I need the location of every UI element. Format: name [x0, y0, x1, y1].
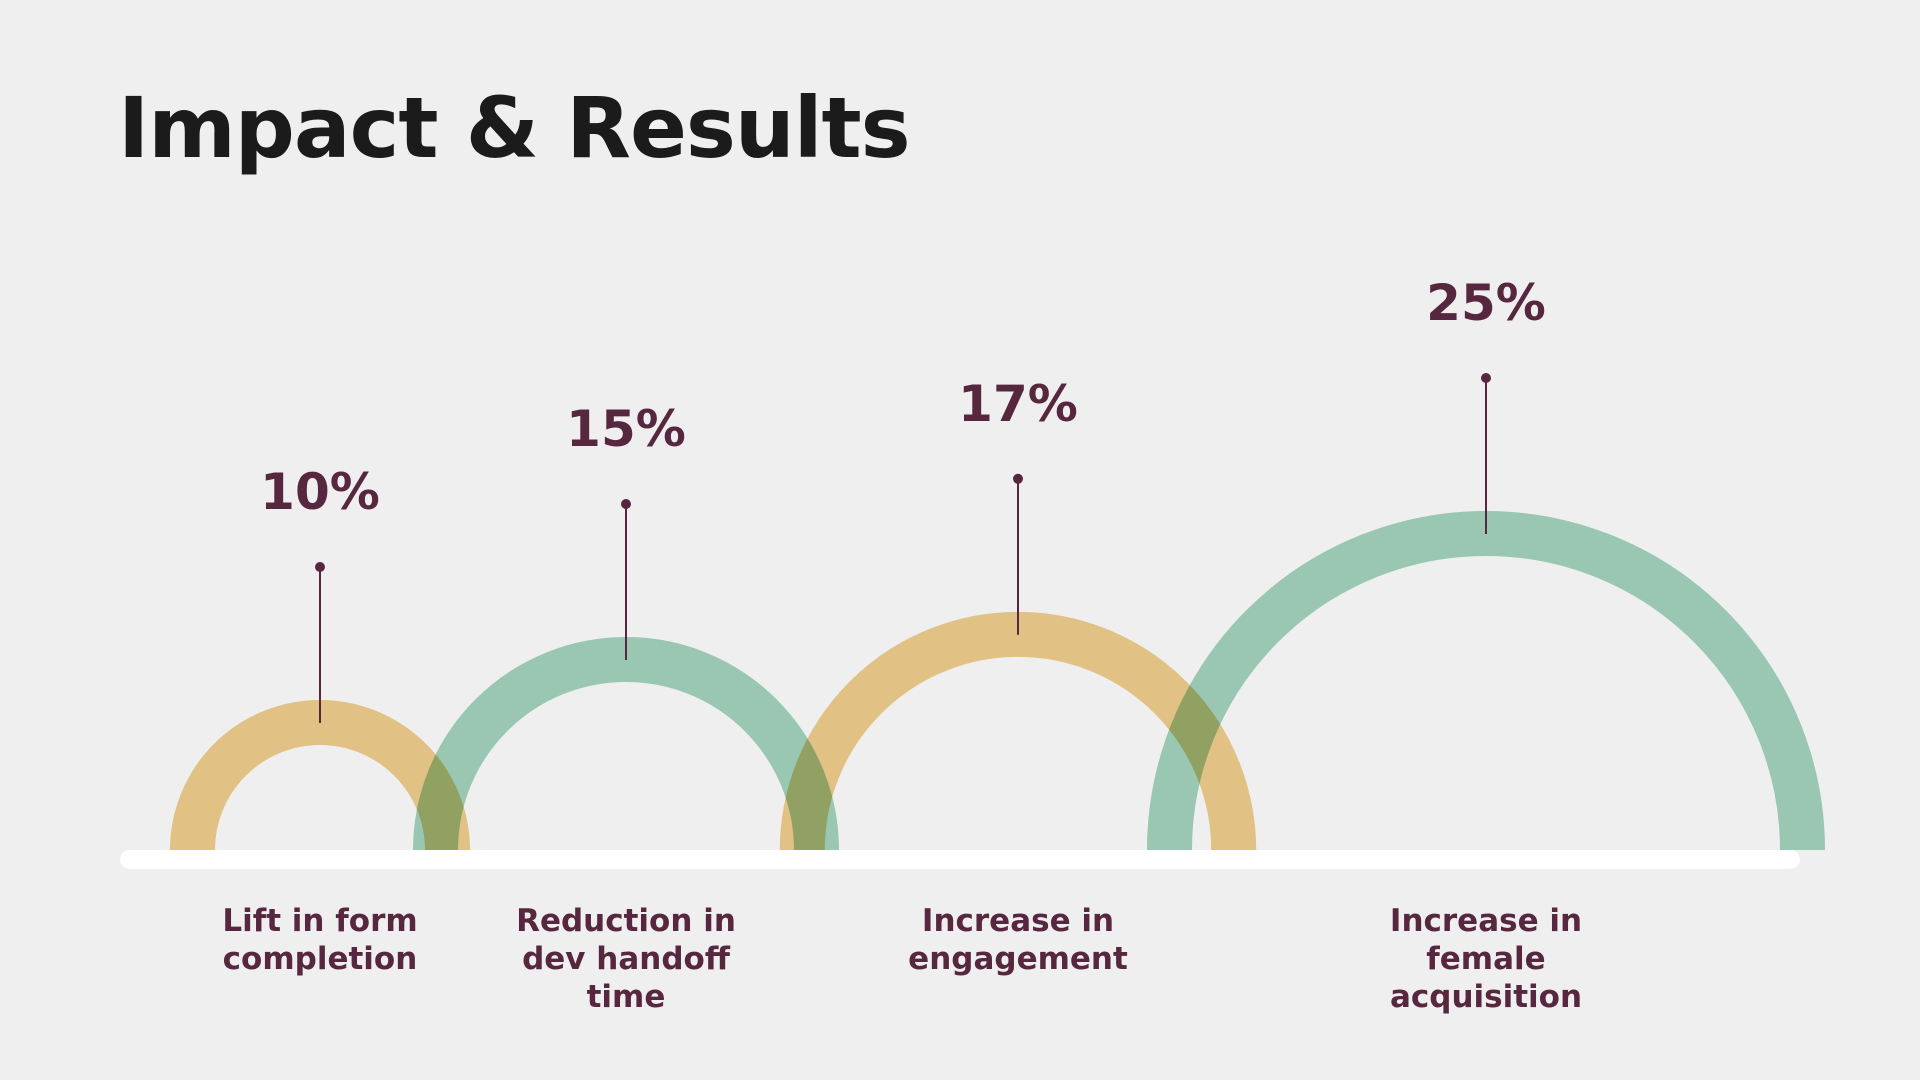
marker-dot-dev-handoff	[621, 499, 631, 509]
baseline-bar	[120, 850, 1800, 869]
markers-layer: 10% 15% 17% 25%	[260, 274, 1546, 723]
page-title: Impact & Results	[118, 79, 911, 177]
category-label-form-completion: Lift in form completion	[222, 903, 418, 977]
arc-dev-handoff	[413, 637, 839, 851]
value-label-dev-handoff: 15%	[566, 400, 686, 458]
value-label-female-acquisition: 25%	[1426, 274, 1546, 332]
value-label-form-completion: 10%	[260, 463, 380, 521]
arc-female-acquisition	[1147, 511, 1825, 851]
category-label-female-acquisition: Increase in female acquisition	[1389, 903, 1583, 1015]
category-label-engagement: Increase in engagement	[908, 903, 1128, 977]
marker-dot-engagement	[1013, 473, 1023, 484]
category-label-dev-handoff: Reduction in dev handoff time	[516, 903, 736, 1015]
marker-dot-female-acquisition	[1481, 373, 1491, 383]
marker-dot-form-completion	[315, 562, 325, 572]
arc-form-completion	[170, 700, 470, 851]
value-label-engagement: 17%	[958, 375, 1078, 433]
arcs-layer	[170, 511, 1825, 851]
